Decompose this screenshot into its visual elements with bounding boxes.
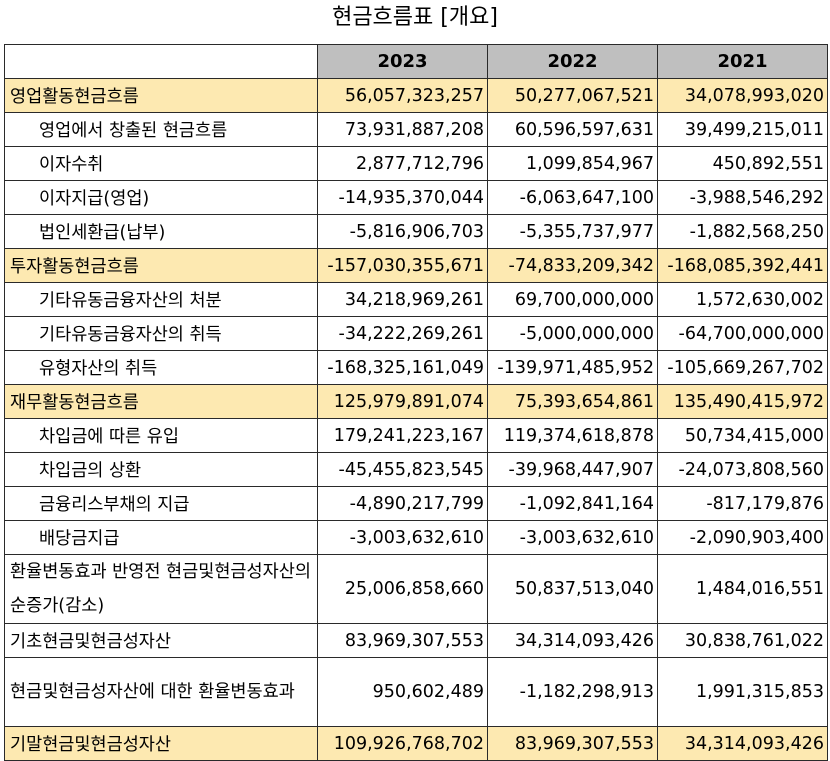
row-label: 재무활동현금흐름 (4, 384, 318, 419)
value-2022: -6,063,647,100 (487, 180, 658, 215)
table-row: 영업활동현금흐름 56,057,323,257 50,277,067,521 3… (4, 78, 828, 113)
row-label: 배당금지급 (4, 520, 318, 555)
table-row: 기초현금및현금성자산 83,969,307,553 34,314,093,426… (4, 623, 828, 658)
value-2022: -139,971,485,952 (487, 350, 658, 385)
row-label: 영업에서 창출된 현금흐름 (4, 112, 318, 147)
value-2023: -34,222,269,261 (317, 316, 488, 351)
value-2022: -5,355,737,977 (487, 214, 658, 249)
value-2023: -168,325,161,049 (317, 350, 488, 385)
value-2021: 450,892,551 (657, 146, 828, 181)
value-2023: -157,030,355,671 (317, 248, 488, 283)
value-2022: 34,314,093,426 (487, 623, 658, 658)
row-label: 영업활동현금흐름 (4, 78, 318, 113)
table-row: 이자수취 2,877,712,796 1,099,854,967 450,892… (4, 146, 828, 181)
table-row: 차입금에 따른 유입 179,241,223,167 119,374,618,8… (4, 418, 828, 453)
row-label: 투자활동현금흐름 (4, 248, 318, 283)
row-label: 차입금에 따른 유입 (4, 418, 318, 453)
table-row: 환율변동효과 반영전 현금및현금성자산의 순증가(감소) 25,006,858,… (4, 554, 828, 624)
value-2021: 1,572,630,002 (657, 282, 828, 317)
value-2023: 83,969,307,553 (317, 623, 488, 658)
value-2022: -1,182,298,913 (487, 657, 658, 727)
value-2022: 119,374,618,878 (487, 418, 658, 453)
value-2022: 75,393,654,861 (487, 384, 658, 419)
value-2021: 1,991,315,853 (657, 657, 828, 727)
value-2022: 1,099,854,967 (487, 146, 658, 181)
value-2023: -14,935,370,044 (317, 180, 488, 215)
value-2021: 34,314,093,426 (657, 726, 828, 761)
table-row: 유형자산의 취득 -168,325,161,049 -139,971,485,9… (4, 350, 828, 385)
value-2023: 2,877,712,796 (317, 146, 488, 181)
row-label: 유형자산의 취득 (4, 350, 318, 385)
row-label: 차입금의 상환 (4, 452, 318, 487)
row-label: 법인세환급(납부) (4, 214, 318, 249)
value-2021: -168,085,392,441 (657, 248, 828, 283)
value-2022: -39,968,447,907 (487, 452, 658, 487)
table-row: 기말현금및현금성자산 109,926,768,702 83,969,307,55… (4, 726, 828, 761)
value-2021: -64,700,000,000 (657, 316, 828, 351)
table-row: 기타유동금융자산의 취득 -34,222,269,261 -5,000,000,… (4, 316, 828, 351)
value-2021: -105,669,267,702 (657, 350, 828, 385)
value-2023: 179,241,223,167 (317, 418, 488, 453)
value-2021: 1,484,016,551 (657, 554, 828, 624)
table-row: 현금및현금성자산에 대한 환율변동효과 950,602,489 -1,182,2… (4, 657, 828, 727)
value-2023: 950,602,489 (317, 657, 488, 727)
header-2022: 2022 (487, 44, 658, 79)
value-2021: -3,988,546,292 (657, 180, 828, 215)
value-2022: 60,596,597,631 (487, 112, 658, 147)
row-label: 기말현금및현금성자산 (4, 726, 318, 761)
value-2022: 69,700,000,000 (487, 282, 658, 317)
page-title: 현금흐름표 [개요] (332, 5, 498, 30)
value-2023: 34,218,969,261 (317, 282, 488, 317)
value-2021: 34,078,993,020 (657, 78, 828, 113)
row-label: 기초현금및현금성자산 (4, 623, 318, 658)
value-2023: -3,003,632,610 (317, 520, 488, 555)
value-2022: 50,277,067,521 (487, 78, 658, 113)
table-row: 금융리스부채의 지급 -4,890,217,799 -1,092,841,164… (4, 486, 828, 521)
value-2022: -3,003,632,610 (487, 520, 658, 555)
value-2021: 50,734,415,000 (657, 418, 828, 453)
table-row: 법인세환급(납부) -5,816,906,703 -5,355,737,977 … (4, 214, 828, 249)
table-row: 투자활동현금흐름 -157,030,355,671 -74,833,209,34… (4, 248, 828, 283)
row-label: 금융리스부채의 지급 (4, 486, 318, 521)
row-label: 환율변동효과 반영전 현금및현금성자산의 순증가(감소) (4, 554, 318, 624)
header-row: 2023 2022 2021 (4, 44, 828, 79)
value-2021: -817,179,876 (657, 486, 828, 521)
value-2022: -1,092,841,164 (487, 486, 658, 521)
cash-flow-table: 2023 2022 2021 영업활동현금흐름 56,057,323,257 5… (4, 44, 828, 761)
header-2021: 2021 (657, 44, 828, 79)
value-2022: 83,969,307,553 (487, 726, 658, 761)
value-2021: 39,499,215,011 (657, 112, 828, 147)
table-row: 차입금의 상환 -45,455,823,545 -39,968,447,907 … (4, 452, 828, 487)
table-row: 기타유동금융자산의 처분 34,218,969,261 69,700,000,0… (4, 282, 828, 317)
value-2023: 109,926,768,702 (317, 726, 488, 761)
value-2022: -5,000,000,000 (487, 316, 658, 351)
row-label: 현금및현금성자산에 대한 환율변동효과 (4, 657, 318, 727)
value-2021: 135,490,415,972 (657, 384, 828, 419)
value-2021: 30,838,761,022 (657, 623, 828, 658)
value-2023: 56,057,323,257 (317, 78, 488, 113)
value-2021: -2,090,903,400 (657, 520, 828, 555)
value-2022: -74,833,209,342 (487, 248, 658, 283)
value-2022: 50,837,513,040 (487, 554, 658, 624)
row-label: 기타유동금융자산의 취득 (4, 316, 318, 351)
table-row: 영업에서 창출된 현금흐름 73,931,887,208 60,596,597,… (4, 112, 828, 147)
value-2023: 25,006,858,660 (317, 554, 488, 624)
header-2023: 2023 (317, 44, 488, 79)
header-label-cell (4, 44, 318, 79)
value-2023: 125,979,891,074 (317, 384, 488, 419)
table-row: 재무활동현금흐름 125,979,891,074 75,393,654,861 … (4, 384, 828, 419)
value-2023: -4,890,217,799 (317, 486, 488, 521)
value-2023: -5,816,906,703 (317, 214, 488, 249)
row-label: 기타유동금융자산의 처분 (4, 282, 318, 317)
value-2021: -24,073,808,560 (657, 452, 828, 487)
row-label: 이자수취 (4, 146, 318, 181)
value-2021: -1,882,568,250 (657, 214, 828, 249)
value-2023: 73,931,887,208 (317, 112, 488, 147)
row-label: 이자지급(영업) (4, 180, 318, 215)
value-2023: -45,455,823,545 (317, 452, 488, 487)
table-row: 이자지급(영업) -14,935,370,044 -6,063,647,100 … (4, 180, 828, 215)
table-row: 배당금지급 -3,003,632,610 -3,003,632,610 -2,0… (4, 520, 828, 555)
